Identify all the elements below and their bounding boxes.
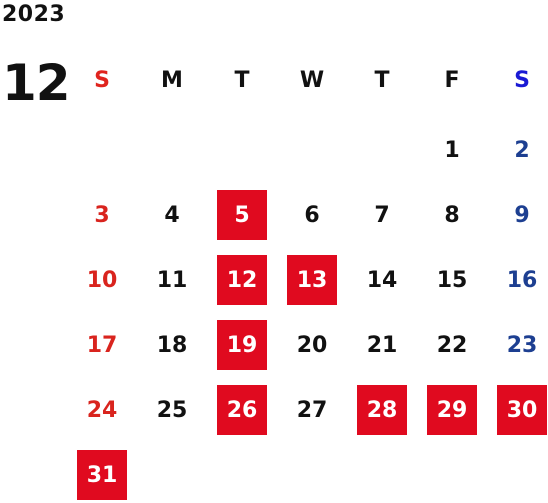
day-cell[interactable]: 27 <box>296 397 328 423</box>
day-cell[interactable]: 11 <box>156 267 188 293</box>
day-cell-highlighted[interactable]: 13 <box>287 255 337 305</box>
month-number: 12 <box>2 54 71 112</box>
day-cell[interactable]: 21 <box>366 332 398 358</box>
day-cell[interactable]: 8 <box>444 202 460 228</box>
day-cell-highlighted[interactable]: 26 <box>217 385 267 435</box>
day-cell[interactable]: 23 <box>506 332 538 358</box>
day-cell-highlighted[interactable]: 30 <box>497 385 547 435</box>
day-cell[interactable]: 16 <box>506 267 538 293</box>
day-cell-highlighted[interactable]: 5 <box>217 190 267 240</box>
day-cell[interactable]: 24 <box>86 397 118 423</box>
day-cell-highlighted[interactable]: 29 <box>427 385 477 435</box>
day-cell[interactable]: 22 <box>436 332 468 358</box>
day-cell[interactable]: 6 <box>304 202 320 228</box>
day-cell[interactable]: 2 <box>514 137 530 163</box>
day-cell[interactable]: 14 <box>366 267 398 293</box>
weekday-header-sun: S <box>94 67 110 93</box>
day-cell[interactable]: 15 <box>436 267 468 293</box>
day-cell-highlighted[interactable]: 12 <box>217 255 267 305</box>
weekday-header-thu: T <box>374 67 390 93</box>
day-cell[interactable]: 10 <box>86 267 118 293</box>
weekday-header-fri: F <box>444 67 460 93</box>
day-cell[interactable]: 3 <box>94 202 110 228</box>
day-cell[interactable]: 7 <box>374 202 390 228</box>
day-cell[interactable]: 17 <box>86 332 118 358</box>
day-cell[interactable]: 20 <box>296 332 328 358</box>
year-label: 2023 <box>2 2 66 27</box>
day-cell[interactable]: 9 <box>514 202 530 228</box>
day-cell-highlighted[interactable]: 28 <box>357 385 407 435</box>
day-cell-highlighted[interactable]: 31 <box>77 450 127 500</box>
day-cell-highlighted[interactable]: 19 <box>217 320 267 370</box>
weekday-header-wed: W <box>299 67 325 93</box>
day-cell[interactable]: 4 <box>164 202 180 228</box>
weekday-header-tue: T <box>234 67 250 93</box>
day-cell[interactable]: 1 <box>444 137 460 163</box>
day-cell[interactable]: 25 <box>156 397 188 423</box>
weekday-header-mon: M <box>161 67 183 93</box>
weekday-header-sat: S <box>514 67 530 93</box>
day-cell[interactable]: 18 <box>156 332 188 358</box>
